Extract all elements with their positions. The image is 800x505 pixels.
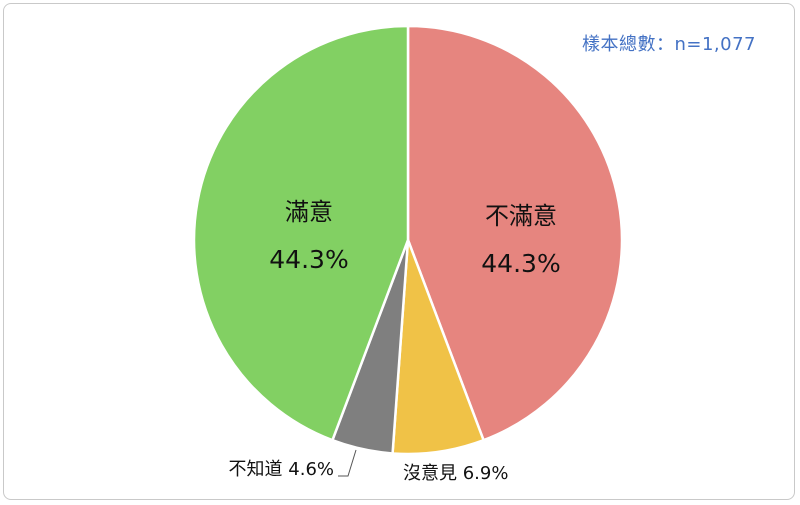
label-satisfied: 滿意 (285, 198, 333, 226)
slice-dissatisfied (406, 24, 624, 442)
percent-dissatisfied: 44.3% (481, 249, 560, 278)
label-dissatisfied: 不滿意 (485, 202, 557, 230)
percent-satisfied: 44.3% (269, 245, 348, 274)
pie-slices (192, 24, 624, 456)
slice-satisfied (192, 24, 410, 442)
leader-line-dont-know (338, 449, 357, 477)
sample-size-note: 樣本總數：n=1,077 (581, 34, 756, 55)
pie-labels: 不滿意 44.3% 滿意 44.3% 沒意見 6.9% 不知道 4.6% (229, 198, 561, 484)
label-no-opinion: 沒意見 6.9% (403, 463, 508, 484)
label-dont-know: 不知道 4.6% (229, 459, 334, 480)
